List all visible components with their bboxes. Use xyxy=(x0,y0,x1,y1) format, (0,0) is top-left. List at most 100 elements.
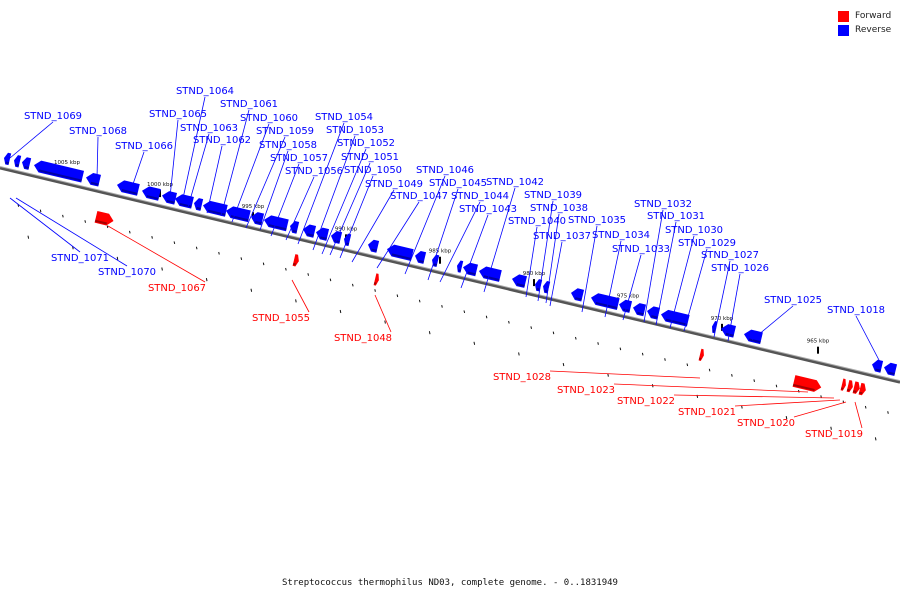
minor-tick xyxy=(864,405,867,409)
forward-gene-2-shape xyxy=(373,273,379,286)
leader-line xyxy=(545,213,560,304)
gene-label: STND_1070 xyxy=(98,267,156,278)
minor-tick xyxy=(84,220,86,223)
gene-label: STND_1055 xyxy=(252,313,310,324)
tick-label: 990 kbp xyxy=(335,226,358,232)
reverse-gene-34-shape xyxy=(661,309,690,327)
forward-gene-7-shade xyxy=(852,390,857,393)
minor-tick xyxy=(151,236,153,239)
reverse-gene-1-shade xyxy=(15,163,20,167)
gene-label: STND_1027 xyxy=(701,250,759,261)
leader-line xyxy=(613,383,809,393)
reverse-gene-5-shape xyxy=(117,180,140,196)
gene-label: STND_1046 xyxy=(416,165,474,176)
minor-tick xyxy=(307,273,309,276)
reverse-gene-34 xyxy=(661,309,690,327)
reverse-gene-31-shape xyxy=(619,299,633,313)
reverse-gene-7 xyxy=(162,191,178,205)
reverse-gene-19-shade xyxy=(371,248,378,252)
minor-tick xyxy=(329,278,332,282)
reverse-gene-31 xyxy=(619,299,633,313)
reverse-gene-9-shade xyxy=(196,206,202,210)
leader-line xyxy=(259,150,289,231)
forward-gene-7-shape xyxy=(852,381,860,394)
reverse-gene-23 xyxy=(457,260,464,273)
reverse-gene-13 xyxy=(264,215,289,232)
leader-line xyxy=(604,240,622,318)
gene-label: STND_1067 xyxy=(148,283,206,294)
minor-tick xyxy=(708,368,711,372)
forward-gene-5-shape xyxy=(840,378,846,391)
gene-label: STND_1053 xyxy=(326,125,384,136)
forward-gene-3-shade xyxy=(698,357,702,360)
tick-label: 975 kbp xyxy=(617,293,640,299)
gene-label: STND_1066 xyxy=(115,141,173,152)
leader-line xyxy=(751,305,794,341)
reverse-gene-0 xyxy=(4,152,12,166)
gene-label: STND_1031 xyxy=(647,211,705,222)
leader-line xyxy=(9,121,54,159)
reverse-gene-38 xyxy=(872,359,884,373)
forward-gene-2-shade xyxy=(373,282,377,285)
gene-label: STND_1033 xyxy=(612,244,670,255)
minor-tick xyxy=(27,235,30,239)
reverse-gene-23-shape xyxy=(457,260,464,273)
leader-line xyxy=(581,225,598,313)
minor-tick xyxy=(530,326,532,329)
forward-gene-6 xyxy=(846,379,853,393)
reverse-gene-25 xyxy=(479,266,502,282)
reverse-gene-12-shape xyxy=(251,212,265,226)
leader-line xyxy=(9,197,81,253)
reverse-gene-33-shade xyxy=(651,315,658,319)
leader-line xyxy=(351,189,395,263)
gene-label: STND_1018 xyxy=(827,305,885,316)
forward-gene-0-shade xyxy=(94,219,107,225)
reverse-gene-37-shape xyxy=(744,329,763,345)
reverse-gene-32-shape xyxy=(633,303,647,317)
forward-gene-8-shape xyxy=(858,382,866,396)
minor-tick xyxy=(686,363,689,367)
leader-line xyxy=(655,221,677,326)
reverse-gene-32-shade xyxy=(637,311,644,316)
gene-label: STND_1047 xyxy=(390,191,448,202)
reverse-gene-2 xyxy=(22,157,32,170)
minor-tick xyxy=(352,283,354,287)
reverse-gene-21-shade xyxy=(418,259,425,263)
leader-line xyxy=(669,235,695,329)
forward-gene-5-shade xyxy=(840,387,844,390)
reverse-gene-14-shade xyxy=(292,229,298,233)
forward-gene-7 xyxy=(852,381,860,394)
tick-label: 970 kbp xyxy=(711,316,734,322)
reverse-gene-24-shade xyxy=(467,271,476,276)
gene-label: STND_1025 xyxy=(764,295,822,306)
leader-line xyxy=(206,145,223,214)
reverse-gene-0-shade xyxy=(5,161,10,165)
forward-gene-0-shape xyxy=(94,211,114,226)
leader-line xyxy=(187,133,210,208)
forward-gene-2 xyxy=(373,273,379,286)
reverse-gene-15-shape xyxy=(303,224,317,238)
minor-tick xyxy=(664,358,666,361)
reverse-gene-1-shape xyxy=(14,155,22,168)
reverse-gene-20 xyxy=(387,244,414,261)
gene-label: STND_1042 xyxy=(486,177,544,188)
reverse-gene-21-shape xyxy=(415,250,427,264)
reverse-gene-16-shade xyxy=(320,236,327,240)
minor-tick xyxy=(597,342,599,345)
gene-label: STND_1043 xyxy=(459,204,517,215)
legend-label-reverse: Reverse xyxy=(855,25,892,35)
forward-gene-4 xyxy=(792,375,822,392)
gene-label: STND_1058 xyxy=(259,140,317,151)
reverse-gene-19-shape xyxy=(368,239,380,253)
reverse-gene-3 xyxy=(34,160,85,183)
reverse-gene-19 xyxy=(368,239,380,253)
leader-line xyxy=(321,148,367,255)
gene-label: STND_1049 xyxy=(365,179,423,190)
leader-line xyxy=(291,279,310,313)
gene-label: STND_1050 xyxy=(344,165,402,176)
leader-line xyxy=(427,188,459,281)
gene-label: STND_1061 xyxy=(220,99,278,110)
reverse-gene-11-shape xyxy=(226,206,251,223)
leader-line xyxy=(285,176,315,241)
reverse-gene-30-shape xyxy=(591,293,620,310)
